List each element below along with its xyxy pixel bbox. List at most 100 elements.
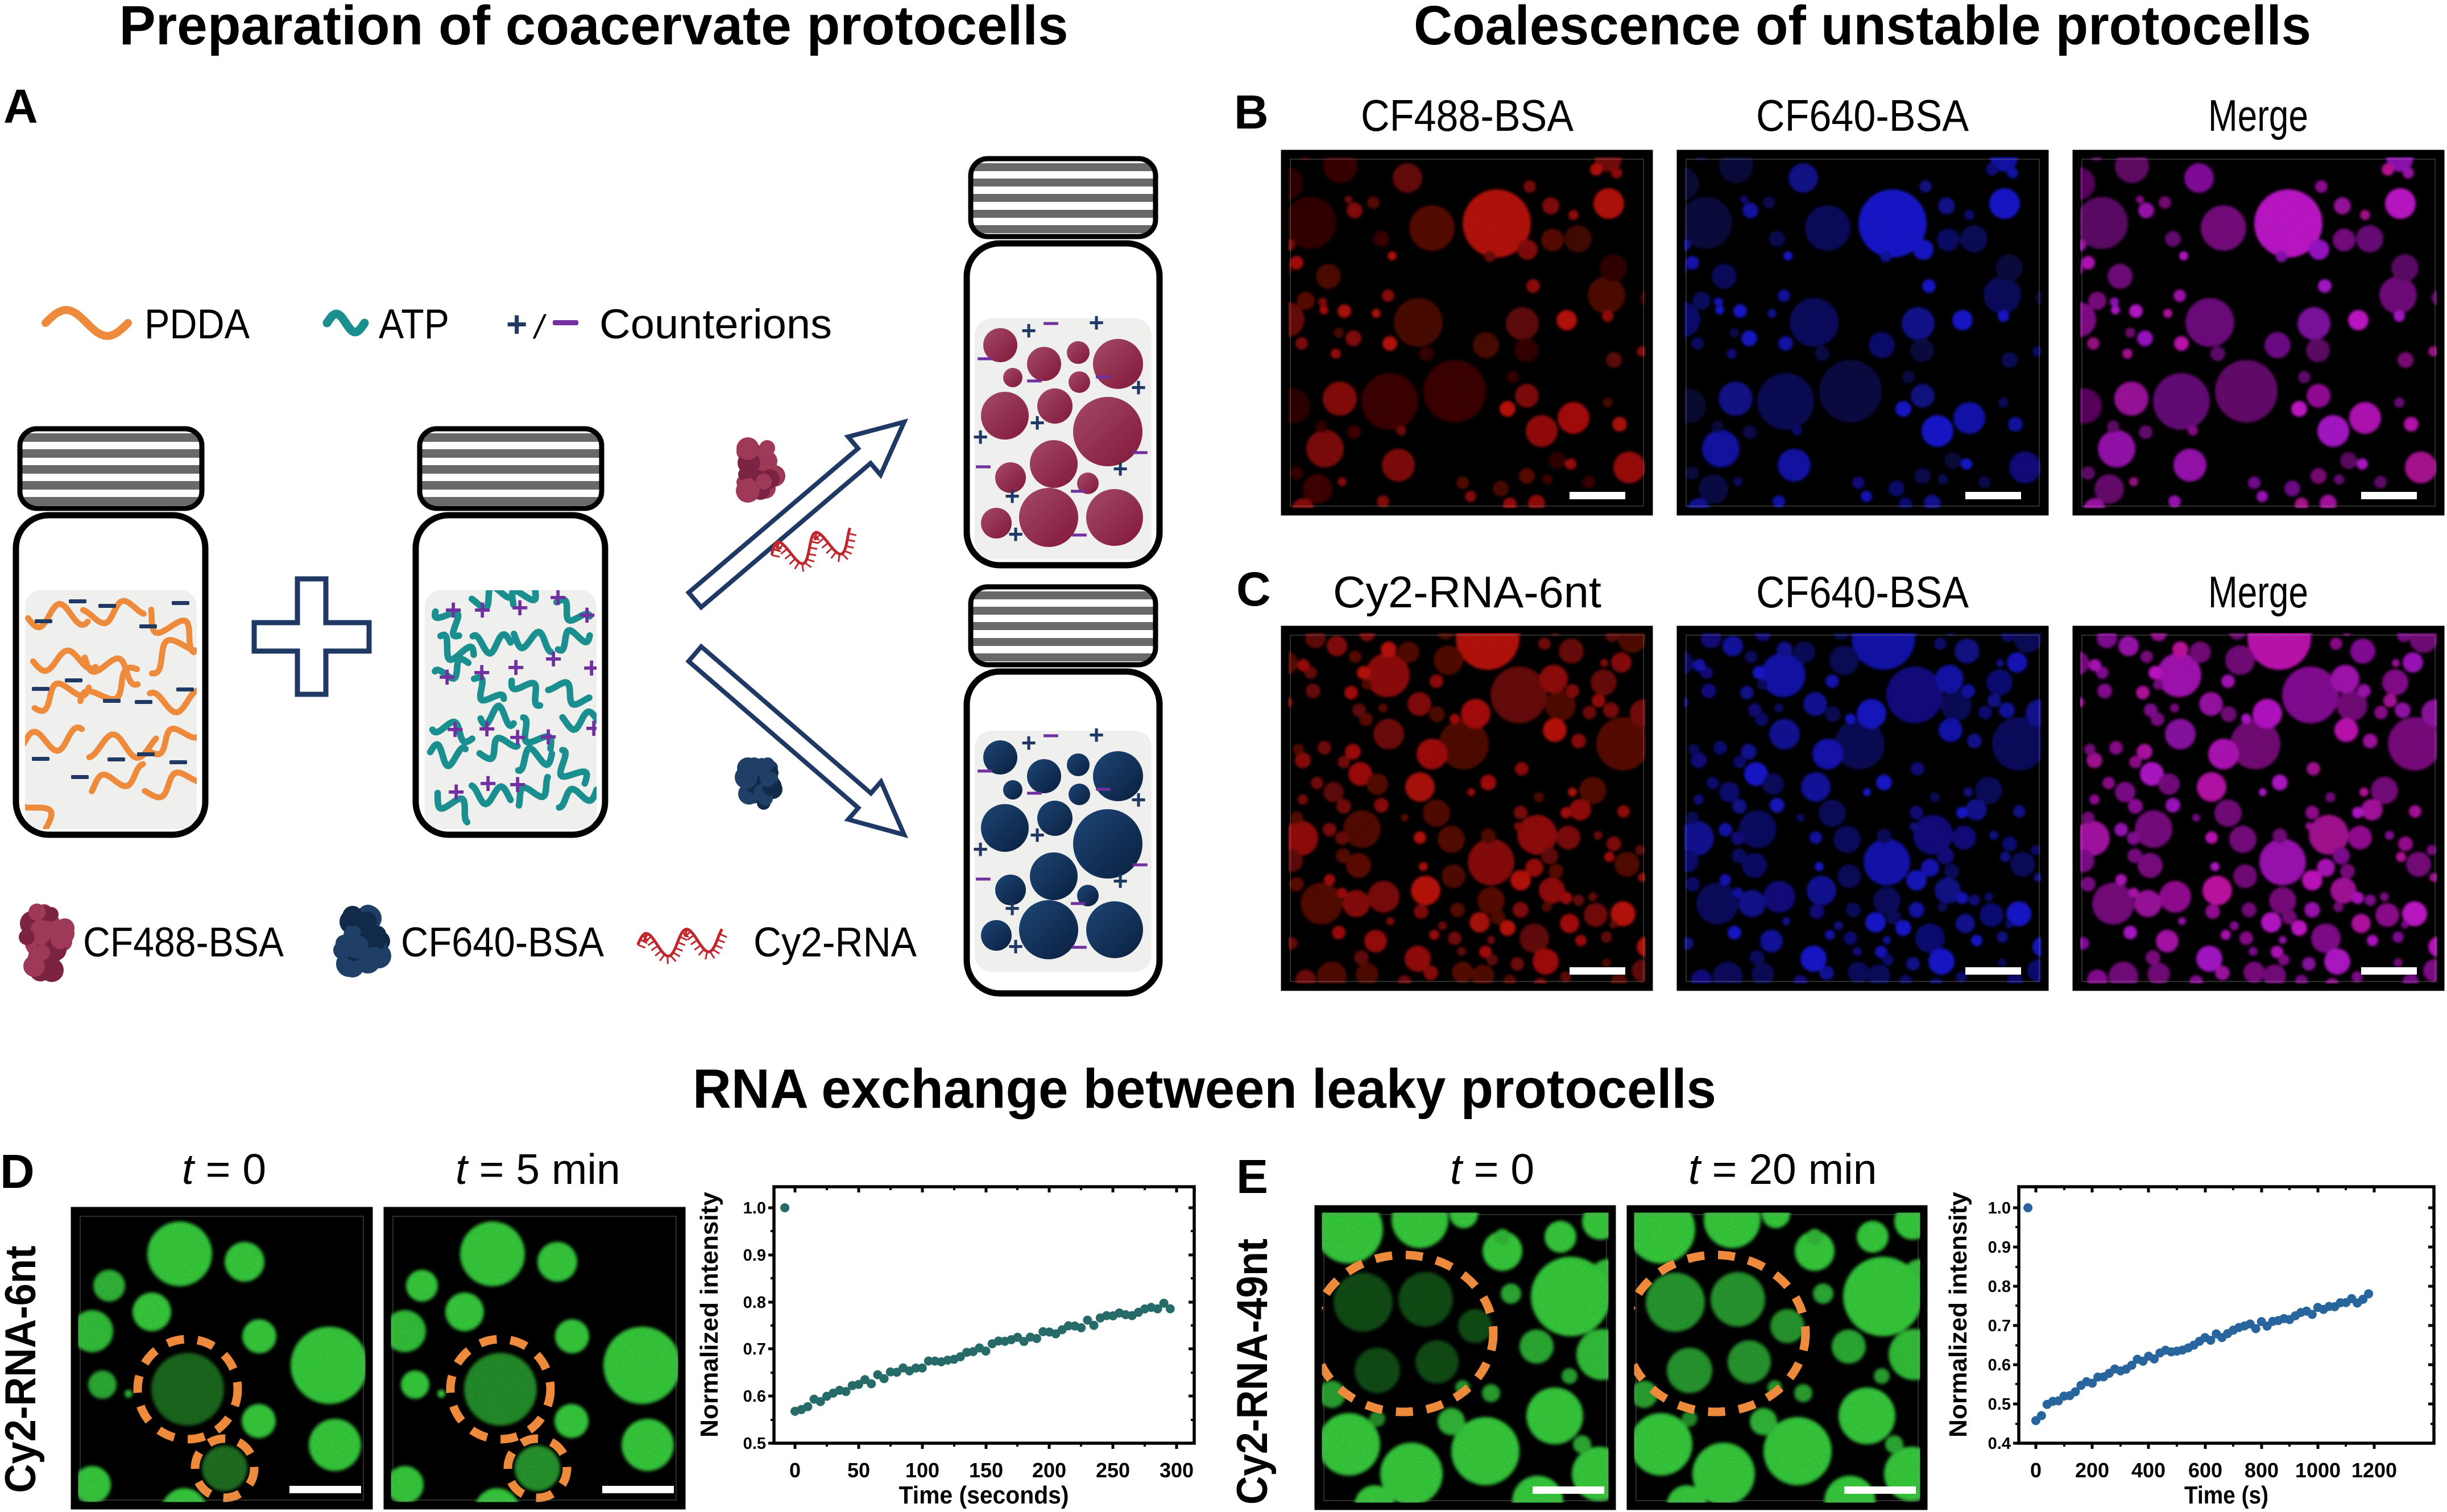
svg-text:+: + (478, 712, 495, 745)
svg-text:+: + (549, 581, 566, 614)
svg-text:50: 50 (847, 1459, 870, 1482)
svg-text:Merge: Merge (2208, 567, 2308, 617)
svg-text:+: + (511, 591, 528, 624)
svg-text:+: + (540, 720, 557, 753)
svg-text:+: + (474, 594, 491, 627)
svg-text:–: – (1070, 885, 1087, 918)
svg-text:Cy2-RNA: Cy2-RNA (753, 919, 917, 966)
svg-text:+: + (1131, 372, 1146, 402)
svg-text:+: + (473, 656, 490, 689)
svg-text:–: – (1043, 305, 1059, 338)
svg-text:–: – (975, 861, 992, 894)
svg-text:–: – (1095, 771, 1112, 804)
svg-text:+: + (509, 768, 526, 801)
svg-text:0.4: 0.4 (1988, 1435, 2011, 1453)
svg-text:+: + (1113, 454, 1128, 483)
svg-text:–: – (1132, 434, 1149, 467)
svg-text:+: + (448, 776, 465, 809)
svg-text:0.5: 0.5 (1988, 1395, 2011, 1414)
svg-text:0: 0 (789, 1459, 801, 1482)
svg-text:t = 0: t = 0 (1450, 1145, 1534, 1193)
svg-text:CF640-BSA: CF640-BSA (1756, 90, 1969, 140)
svg-text:+: + (1089, 308, 1104, 337)
svg-text:100: 100 (905, 1459, 939, 1482)
svg-text:Normalized intensity: Normalized intensity (695, 1191, 723, 1438)
svg-text:CF640-BSA: CF640-BSA (1756, 567, 1969, 617)
svg-text:C: C (1236, 562, 1271, 616)
svg-text:t = 20 min: t = 20 min (1688, 1145, 1877, 1193)
svg-text:0.5: 0.5 (743, 1435, 766, 1453)
svg-text:Coalescence of unstable protoc: Coalescence of unstable protocells (1414, 0, 2311, 56)
svg-text:+: + (1021, 316, 1037, 345)
svg-text:B: B (1234, 85, 1269, 139)
svg-text:–: – (1043, 718, 1059, 751)
svg-text:1.0: 1.0 (743, 1199, 766, 1217)
svg-text:Counterions: Counterions (599, 301, 832, 347)
svg-text:Preparation of coacervate prot: Preparation of coacervate protocells (119, 0, 1069, 56)
svg-text:+: + (479, 767, 496, 800)
svg-text:–: – (1026, 363, 1043, 396)
svg-text:Cy2-RNA-6nt: Cy2-RNA-6nt (1333, 567, 1601, 617)
svg-text:+: + (1089, 720, 1104, 749)
svg-text:250: 250 (1096, 1459, 1130, 1482)
svg-text:+: + (1008, 931, 1024, 961)
svg-text:400: 400 (2131, 1459, 2166, 1482)
svg-text:+: + (1005, 893, 1020, 923)
svg-text:–: – (1071, 517, 1088, 550)
svg-text:+: + (973, 834, 988, 864)
svg-text:200: 200 (1032, 1459, 1066, 1482)
svg-text:–: – (977, 341, 993, 374)
svg-text:CF488-BSA: CF488-BSA (83, 919, 284, 966)
svg-text:0.6: 0.6 (743, 1387, 766, 1406)
svg-text:+: + (445, 594, 462, 627)
svg-text:300: 300 (1160, 1459, 1194, 1482)
svg-text:0.8: 0.8 (743, 1294, 766, 1312)
svg-text:Cy2-RNA-49nt: Cy2-RNA-49nt (1228, 1238, 1277, 1505)
svg-text:600: 600 (2188, 1459, 2222, 1482)
svg-text:+: + (1021, 728, 1037, 757)
svg-text:+: + (583, 652, 600, 685)
svg-text:150: 150 (969, 1459, 1003, 1482)
svg-text:PDDA: PDDA (144, 301, 250, 347)
svg-text:t = 5 min: t = 5 min (456, 1145, 620, 1193)
svg-text:+: + (585, 712, 602, 745)
svg-text:CF640-BSA: CF640-BSA (401, 919, 604, 966)
svg-text:0.7: 0.7 (743, 1340, 766, 1358)
svg-text:–: – (1095, 359, 1112, 392)
svg-text:0: 0 (2030, 1459, 2042, 1482)
svg-text:0.7: 0.7 (1988, 1317, 2011, 1335)
svg-text:+: + (506, 304, 527, 345)
svg-text:+: + (973, 422, 988, 451)
svg-text:t = 0: t = 0 (182, 1145, 266, 1193)
svg-text:1.0: 1.0 (1988, 1199, 2011, 1217)
svg-text:0.9: 0.9 (743, 1246, 766, 1265)
svg-text:+: + (545, 643, 562, 676)
svg-text:+: + (1005, 481, 1020, 511)
svg-text:–: – (975, 449, 992, 482)
svg-text:Merge: Merge (2208, 90, 2308, 140)
svg-text:1000: 1000 (2295, 1459, 2341, 1482)
svg-text:–: – (1070, 473, 1087, 506)
svg-text:E: E (1236, 1150, 1268, 1203)
svg-text:200: 200 (2075, 1459, 2109, 1482)
svg-text:+: + (1030, 408, 1045, 437)
svg-text:+: + (446, 713, 463, 746)
svg-text:+: + (578, 599, 595, 632)
svg-text:/: / (532, 309, 547, 346)
svg-text:–: – (977, 753, 993, 786)
svg-text:A: A (3, 80, 38, 133)
svg-text:1200: 1200 (2351, 1459, 2397, 1482)
svg-text:+: + (1030, 820, 1045, 850)
svg-text:D: D (0, 1145, 35, 1198)
svg-text:0.9: 0.9 (1988, 1238, 2011, 1257)
svg-text:Cy2-RNA-6nt: Cy2-RNA-6nt (0, 1246, 45, 1493)
svg-text:Normalized intensity: Normalized intensity (1944, 1191, 1972, 1438)
svg-text:–: – (1071, 929, 1088, 962)
svg-text:800: 800 (2245, 1459, 2279, 1482)
svg-text:+: + (1131, 785, 1146, 814)
svg-text:+: + (509, 721, 526, 754)
svg-text:+: + (1008, 519, 1024, 549)
svg-text:0.8: 0.8 (1988, 1278, 2011, 1296)
svg-text:+: + (507, 651, 524, 684)
svg-text:RNA exchange between leaky pro: RNA exchange between leaky protocells (693, 1058, 1716, 1120)
